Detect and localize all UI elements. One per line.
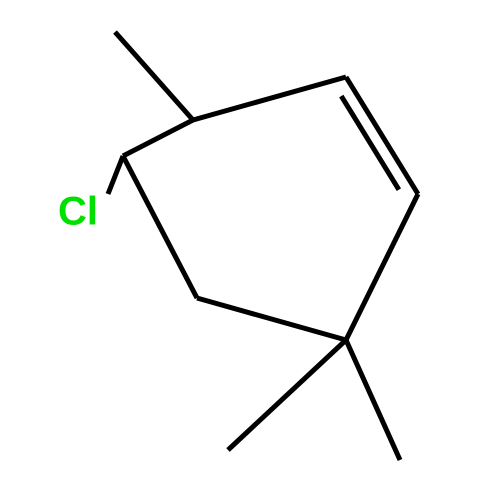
molecule-diagram: Cl xyxy=(0,0,500,500)
ring-bond-6 xyxy=(123,120,193,156)
methyl-bottom-r xyxy=(346,340,400,460)
cl-label: Cl xyxy=(58,190,98,234)
cl-bond xyxy=(108,156,123,194)
ring-bond-5 xyxy=(123,156,197,298)
methyl-top-left xyxy=(115,32,193,120)
ring-bond-2 xyxy=(346,77,418,194)
ring-bond-4 xyxy=(197,298,346,340)
ring-bond-2-inner xyxy=(341,96,399,190)
methyl-bottom-l xyxy=(228,340,346,450)
ring-bond-1 xyxy=(193,77,346,120)
ring-bond-3 xyxy=(346,194,418,340)
